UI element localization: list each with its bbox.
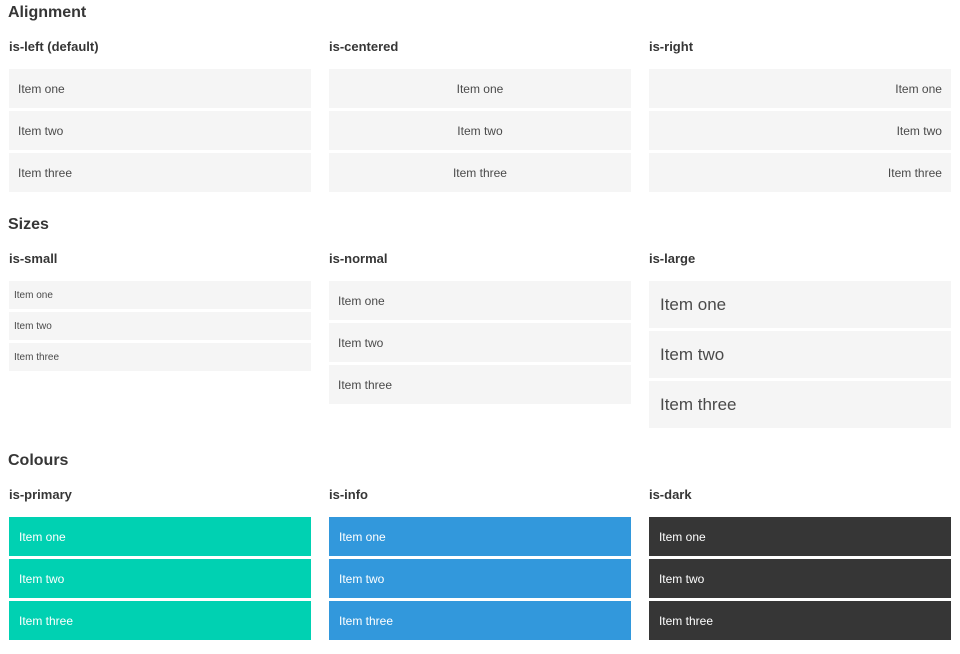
- list-large: Item one Item two Item three: [648, 281, 951, 428]
- list-item: Item one: [648, 281, 951, 328]
- list-primary: Item one Item two Item three: [9, 517, 311, 640]
- list-item: Item two: [648, 331, 951, 378]
- section-colours: Colours is-primary Item one Item two Ite…: [0, 451, 960, 643]
- column-is-info: is-info Item one Item two Item three: [320, 487, 640, 643]
- section-title-colours: Colours: [8, 452, 69, 469]
- list-item: Item three: [9, 153, 311, 192]
- list-dark: Item one Item two Item three: [648, 517, 951, 640]
- list-item: Item one: [9, 517, 311, 556]
- column-is-right: is-right Item one Item two Item three: [640, 39, 960, 195]
- colours-columns: is-primary Item one Item two Item three …: [0, 487, 960, 643]
- list-item: Item three: [648, 601, 951, 640]
- list-item: Item one: [328, 69, 631, 108]
- list-item: Item one: [648, 69, 951, 108]
- sizes-columns: is-small Item one Item two Item three is…: [0, 251, 960, 431]
- list-item: Item three: [9, 343, 311, 371]
- column-is-primary: is-primary Item one Item two Item three: [0, 487, 320, 643]
- column-label-is-left: is-left (default): [9, 39, 99, 54]
- column-is-left: is-left (default) Item one Item two Item…: [0, 39, 320, 195]
- column-label-is-primary: is-primary: [9, 487, 72, 502]
- list-item: Item three: [328, 601, 631, 640]
- list-item: Item one: [9, 281, 311, 309]
- list-small: Item one Item two Item three: [9, 281, 311, 371]
- list-item: Item two: [9, 111, 311, 150]
- list-item: Item two: [648, 111, 951, 150]
- list-item: Item three: [648, 381, 951, 428]
- list-item: Item three: [648, 153, 951, 192]
- list-item: Item two: [9, 312, 311, 340]
- section-title-alignment: Alignment: [8, 4, 87, 21]
- section-alignment: Alignment is-left (default) Item one Ite…: [0, 3, 960, 195]
- list-item: Item two: [328, 323, 631, 362]
- column-label-is-centered: is-centered: [328, 39, 399, 54]
- column-label-is-large: is-large: [648, 251, 696, 266]
- list-center-aligned: Item one Item two Item three: [328, 69, 631, 192]
- list-item: Item one: [328, 281, 631, 320]
- column-is-large: is-large Item one Item two Item three: [640, 251, 960, 431]
- list-item: Item two: [9, 559, 311, 598]
- alignment-columns: is-left (default) Item one Item two Item…: [0, 39, 960, 195]
- list-item: Item two: [648, 559, 951, 598]
- column-is-dark: is-dark Item one Item two Item three: [640, 487, 960, 643]
- list-item: Item three: [9, 601, 311, 640]
- column-label-is-normal: is-normal: [328, 251, 388, 266]
- column-label-is-small: is-small: [9, 251, 58, 266]
- section-title-sizes: Sizes: [8, 216, 49, 233]
- list-item: Item one: [648, 517, 951, 556]
- list-item: Item two: [328, 559, 631, 598]
- column-is-centered: is-centered Item one Item two Item three: [320, 39, 640, 195]
- list-item: Item three: [328, 365, 631, 404]
- list-item: Item one: [328, 517, 631, 556]
- column-is-normal: is-normal Item one Item two Item three: [320, 251, 640, 431]
- section-sizes: Sizes is-small Item one Item two Item th…: [0, 215, 960, 431]
- list-left-aligned: Item one Item two Item three: [9, 69, 311, 192]
- list-item: Item two: [328, 111, 631, 150]
- list-info: Item one Item two Item three: [328, 517, 631, 640]
- list-right-aligned: Item one Item two Item three: [648, 69, 951, 192]
- list-item: Item three: [328, 153, 631, 192]
- list-item: Item one: [9, 69, 311, 108]
- column-label-is-right: is-right: [648, 39, 694, 54]
- column-label-is-dark: is-dark: [648, 487, 692, 502]
- column-label-is-info: is-info: [328, 487, 368, 502]
- list-normal: Item one Item two Item three: [328, 281, 631, 404]
- column-is-small: is-small Item one Item two Item three: [0, 251, 320, 431]
